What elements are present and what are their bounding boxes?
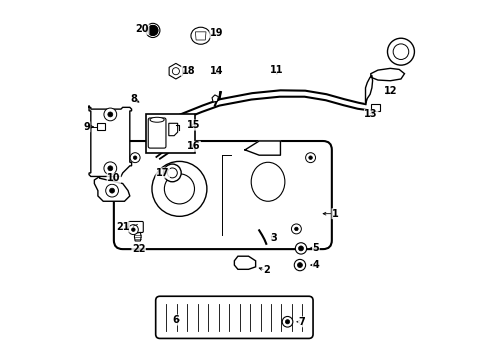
Text: 19: 19 [210,28,223,38]
FancyBboxPatch shape [148,118,166,148]
Circle shape [108,112,113,117]
Circle shape [128,225,138,235]
Text: 16: 16 [187,141,200,151]
Text: 9: 9 [83,122,90,132]
Circle shape [148,26,158,35]
Circle shape [294,227,298,231]
Polygon shape [169,123,178,136]
Circle shape [133,156,137,159]
Polygon shape [366,76,372,104]
Text: 4: 4 [313,260,319,270]
Circle shape [110,188,115,193]
Bar [146,114,196,153]
Circle shape [297,262,302,267]
Polygon shape [196,32,206,40]
Polygon shape [234,256,256,269]
Polygon shape [212,95,219,102]
Circle shape [295,243,307,254]
Ellipse shape [164,174,195,204]
FancyBboxPatch shape [114,141,332,249]
Ellipse shape [150,117,164,122]
Text: 5: 5 [313,243,319,253]
Ellipse shape [152,161,207,216]
Circle shape [292,224,301,234]
Circle shape [104,162,117,175]
Text: 13: 13 [365,109,378,120]
Circle shape [146,23,160,37]
Bar [371,104,380,111]
Circle shape [393,44,409,59]
Circle shape [294,260,306,271]
Text: 6: 6 [172,315,179,325]
Circle shape [306,153,316,163]
Ellipse shape [191,27,210,44]
Text: 8: 8 [130,94,137,104]
Text: 17: 17 [156,168,170,178]
Polygon shape [371,68,405,81]
Text: 14: 14 [210,66,223,76]
Polygon shape [95,176,130,201]
FancyBboxPatch shape [129,221,143,233]
Circle shape [388,38,415,65]
Circle shape [172,68,179,75]
FancyBboxPatch shape [156,296,313,338]
Circle shape [106,184,119,197]
Ellipse shape [251,162,285,201]
Text: 18: 18 [181,66,195,76]
Circle shape [130,153,140,163]
Polygon shape [134,233,141,241]
Text: 21: 21 [116,222,129,232]
Circle shape [164,164,181,182]
Text: 22: 22 [132,244,146,254]
Bar [97,123,105,130]
Circle shape [108,166,113,171]
Circle shape [132,228,135,231]
Text: 11: 11 [270,65,284,75]
Text: 20: 20 [135,24,149,34]
Circle shape [298,246,303,251]
Text: 1: 1 [332,209,339,219]
Polygon shape [89,105,132,176]
Circle shape [309,156,312,159]
Circle shape [168,168,177,178]
Text: 7: 7 [298,317,305,327]
Circle shape [282,316,293,327]
Text: 2: 2 [263,265,270,275]
Polygon shape [245,141,280,155]
Circle shape [148,26,158,35]
Text: 12: 12 [384,86,397,96]
Text: 15: 15 [187,120,200,130]
Text: 3: 3 [270,234,277,243]
Circle shape [285,320,290,324]
Circle shape [104,108,117,121]
Text: 10: 10 [107,173,121,183]
